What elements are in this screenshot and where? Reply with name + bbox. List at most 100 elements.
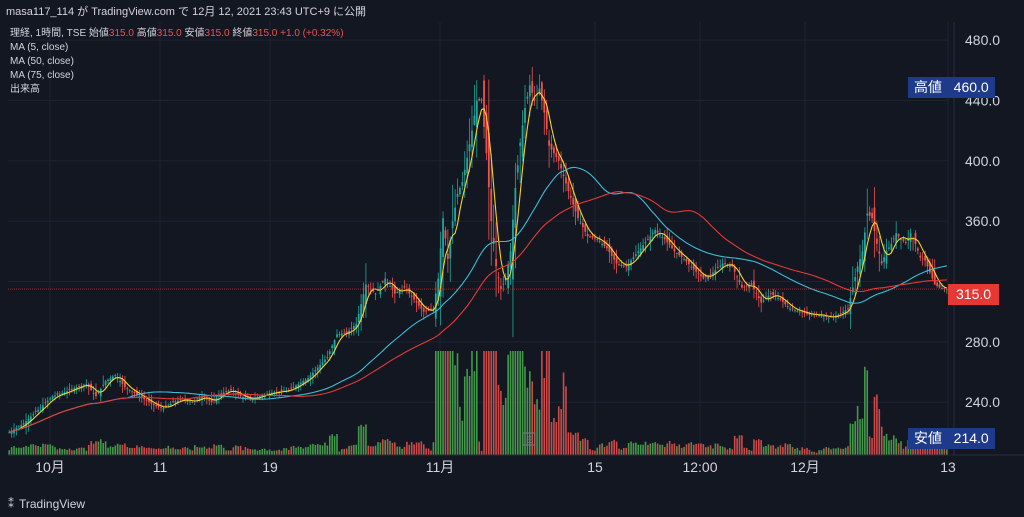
volume-bar bbox=[471, 351, 473, 455]
candle-body bbox=[724, 263, 726, 265]
candle-body bbox=[345, 331, 348, 333]
volume-bar bbox=[181, 447, 184, 455]
candle-body bbox=[861, 251, 864, 267]
candle-body bbox=[521, 125, 524, 157]
candle-body bbox=[591, 235, 594, 238]
candle-body bbox=[169, 403, 172, 406]
symbol-label[interactable]: 理経, 1時間, TSE bbox=[10, 28, 87, 39]
volume-bar bbox=[208, 447, 211, 455]
candle-body bbox=[422, 308, 425, 312]
x-tick-label: 12月 bbox=[790, 459, 820, 475]
candle-body bbox=[316, 367, 319, 371]
candle-body bbox=[892, 238, 895, 240]
volume-bar bbox=[676, 446, 678, 455]
candle-body bbox=[929, 262, 931, 273]
candle-body bbox=[579, 222, 582, 224]
volume-bar bbox=[885, 433, 888, 455]
volume-bar bbox=[422, 444, 425, 455]
candle-body bbox=[897, 234, 900, 237]
volume-bar bbox=[492, 351, 495, 455]
change-value: +1.0 (+0.32%) bbox=[280, 28, 344, 39]
candle-body bbox=[432, 308, 435, 310]
volume-bar bbox=[936, 447, 938, 455]
candle-body bbox=[328, 351, 331, 355]
candle-body bbox=[97, 392, 100, 394]
volume-bar bbox=[632, 443, 635, 455]
volume-bar bbox=[924, 448, 926, 455]
volume-bar bbox=[237, 446, 239, 455]
volume-bar bbox=[516, 351, 519, 455]
volume-bar bbox=[283, 448, 285, 455]
author-name[interactable]: masa117_114 bbox=[6, 6, 75, 18]
candle-body bbox=[851, 287, 854, 293]
volume-bar bbox=[876, 394, 878, 455]
candle-body bbox=[880, 261, 883, 264]
candle-body bbox=[140, 396, 143, 398]
candle-body bbox=[478, 98, 481, 101]
volume-bar bbox=[309, 444, 312, 455]
volume-bar bbox=[680, 447, 683, 455]
candle-body bbox=[405, 290, 408, 292]
volume-bar bbox=[714, 443, 717, 455]
volume-bar bbox=[71, 450, 73, 455]
ma50-line bbox=[9, 166, 947, 433]
volume-bar bbox=[695, 443, 697, 455]
candle-body bbox=[755, 292, 758, 294]
candle-body bbox=[473, 115, 476, 125]
candle-body bbox=[565, 177, 567, 184]
candle-body bbox=[324, 359, 326, 363]
candle-body bbox=[75, 387, 78, 390]
candle-body bbox=[244, 395, 247, 398]
volume-bar bbox=[888, 440, 890, 455]
volume-bar bbox=[408, 444, 411, 455]
brand-name[interactable]: TradingView bbox=[19, 497, 86, 511]
legend-ma75[interactable]: MA (75, close) bbox=[10, 70, 74, 81]
volume-bar bbox=[107, 447, 109, 455]
volume-bar bbox=[15, 447, 18, 455]
candle-body bbox=[842, 311, 845, 314]
legend-volume[interactable]: 出来高 bbox=[10, 84, 40, 95]
candle-body bbox=[338, 333, 341, 335]
volume-bar bbox=[905, 446, 907, 455]
volume-bar bbox=[227, 450, 230, 455]
volume-bar bbox=[697, 443, 700, 455]
volume-bar bbox=[287, 449, 290, 455]
volume-bar bbox=[222, 447, 225, 455]
candle-body bbox=[796, 310, 799, 312]
volume-bar bbox=[87, 444, 90, 455]
volume-bar bbox=[859, 419, 861, 455]
candle-body bbox=[365, 284, 367, 305]
candle-body bbox=[34, 410, 37, 413]
legend-ma50[interactable]: MA (50, close) bbox=[10, 56, 74, 67]
volume-bar bbox=[574, 432, 577, 455]
volume-bar bbox=[748, 449, 750, 455]
candle-body bbox=[367, 286, 370, 288]
candle-body bbox=[786, 306, 789, 308]
candle-body bbox=[321, 362, 324, 366]
volume-bar bbox=[124, 443, 126, 455]
volume-bar bbox=[767, 444, 770, 455]
volume-bar bbox=[651, 442, 654, 455]
volume-bar bbox=[837, 447, 840, 455]
volume-bar bbox=[630, 441, 632, 455]
volume-bar bbox=[297, 446, 300, 455]
legend-ma5[interactable]: MA (5, close) bbox=[10, 42, 69, 53]
candle-body bbox=[598, 240, 601, 242]
candle-body bbox=[779, 298, 782, 300]
volume-bar bbox=[131, 447, 133, 455]
candle-body bbox=[890, 243, 893, 250]
volume-bar bbox=[78, 447, 80, 455]
candle-body bbox=[109, 378, 112, 382]
volume-bar bbox=[157, 448, 160, 455]
candle-body bbox=[895, 233, 898, 243]
volume-bar bbox=[312, 443, 314, 455]
candle-body bbox=[157, 404, 160, 407]
candle-body bbox=[290, 387, 293, 389]
candle-body bbox=[20, 424, 23, 428]
volume-bar bbox=[868, 436, 871, 455]
volume-bar bbox=[401, 448, 403, 455]
volume-bar bbox=[789, 443, 791, 455]
volume-bar bbox=[938, 445, 941, 455]
volume-bar bbox=[418, 442, 420, 455]
